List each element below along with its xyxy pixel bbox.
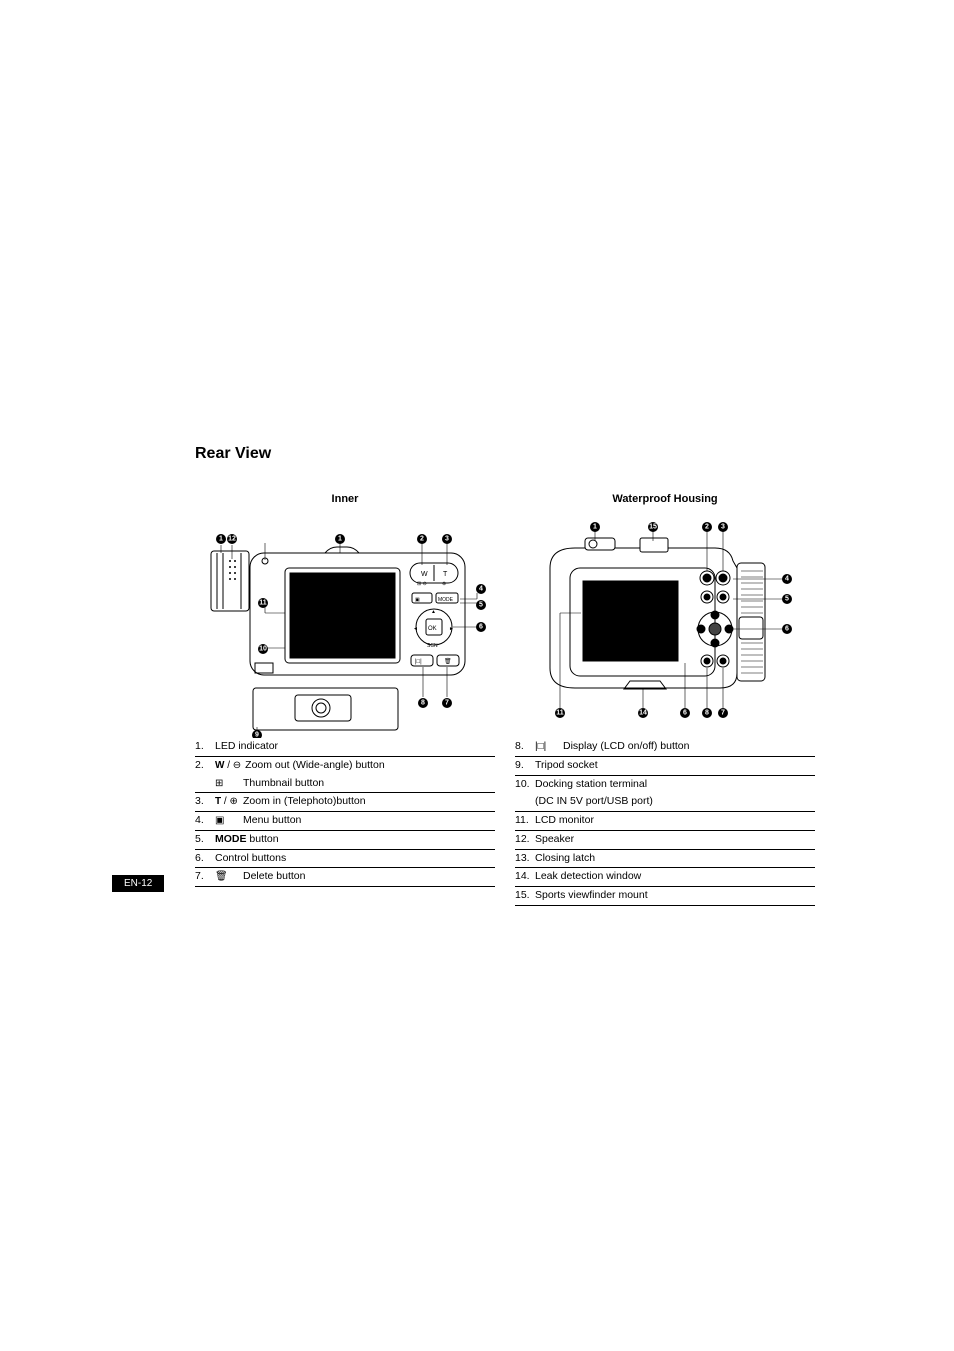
svg-text:1: 1 — [219, 536, 223, 543]
housing-column: Waterproof Housing — [515, 493, 815, 906]
svg-text:6: 6 — [683, 710, 687, 717]
svg-text:7: 7 — [445, 700, 449, 707]
svg-text:5: 5 — [785, 596, 789, 603]
svg-text:T: T — [443, 571, 448, 578]
svg-text:6: 6 — [479, 624, 483, 631]
svg-text:⊕: ⊕ — [442, 581, 446, 587]
svg-text:15: 15 — [649, 524, 657, 531]
svg-text:▣: ▣ — [415, 597, 420, 603]
svg-text:🗑: 🗑 — [444, 657, 452, 665]
svg-text:MODE: MODE — [438, 597, 454, 603]
housing-label: Waterproof Housing — [515, 493, 815, 505]
svg-text:◄: ◄ — [413, 626, 418, 632]
svg-text:12: 12 — [228, 536, 236, 543]
svg-text:4: 4 — [785, 576, 789, 583]
svg-text:3: 3 — [445, 536, 449, 543]
svg-text:2: 2 — [705, 524, 709, 531]
legend-left: 1.LED indicator 2.W / ⊖Zoom out (Wide-an… — [195, 738, 495, 887]
svg-text:1: 1 — [593, 524, 597, 531]
inner-label: Inner — [195, 493, 495, 505]
svg-text:2: 2 — [420, 536, 424, 543]
svg-text:11: 11 — [259, 600, 267, 607]
page-number: EN-12 — [112, 875, 164, 892]
svg-text:3: 3 — [721, 524, 725, 531]
housing-diagram: 1 15 2 3 4 5 6 7 8 6 14 11 — [515, 513, 815, 738]
svg-text:⊞ ⊖: ⊞ ⊖ — [417, 581, 427, 587]
svg-text:SCN: SCN — [427, 643, 438, 649]
svg-text:8: 8 — [705, 710, 709, 717]
svg-text:14: 14 — [639, 710, 647, 717]
legend-right: 8.|□|Display (LCD on/off) button 9.Tripo… — [515, 738, 815, 906]
svg-text:11: 11 — [556, 710, 564, 717]
svg-text:8: 8 — [421, 700, 425, 707]
inner-diagram: W T ⊞ ⊖ ⊕ ▣ MODE OK ◄ — [195, 513, 495, 738]
svg-text:OK: OK — [428, 626, 437, 632]
svg-text:7: 7 — [721, 710, 725, 717]
section-title: Rear View — [195, 445, 775, 463]
svg-text:W: W — [421, 571, 428, 578]
svg-text:5: 5 — [479, 602, 483, 609]
inner-column: Inner — [195, 493, 495, 906]
svg-text:|□|: |□| — [415, 659, 422, 665]
svg-text:9: 9 — [255, 732, 259, 739]
svg-text:1: 1 — [338, 536, 342, 543]
svg-text:10: 10 — [259, 646, 267, 653]
svg-text:▲: ▲ — [431, 609, 436, 615]
svg-text:6: 6 — [785, 626, 789, 633]
svg-text:4: 4 — [479, 586, 483, 593]
